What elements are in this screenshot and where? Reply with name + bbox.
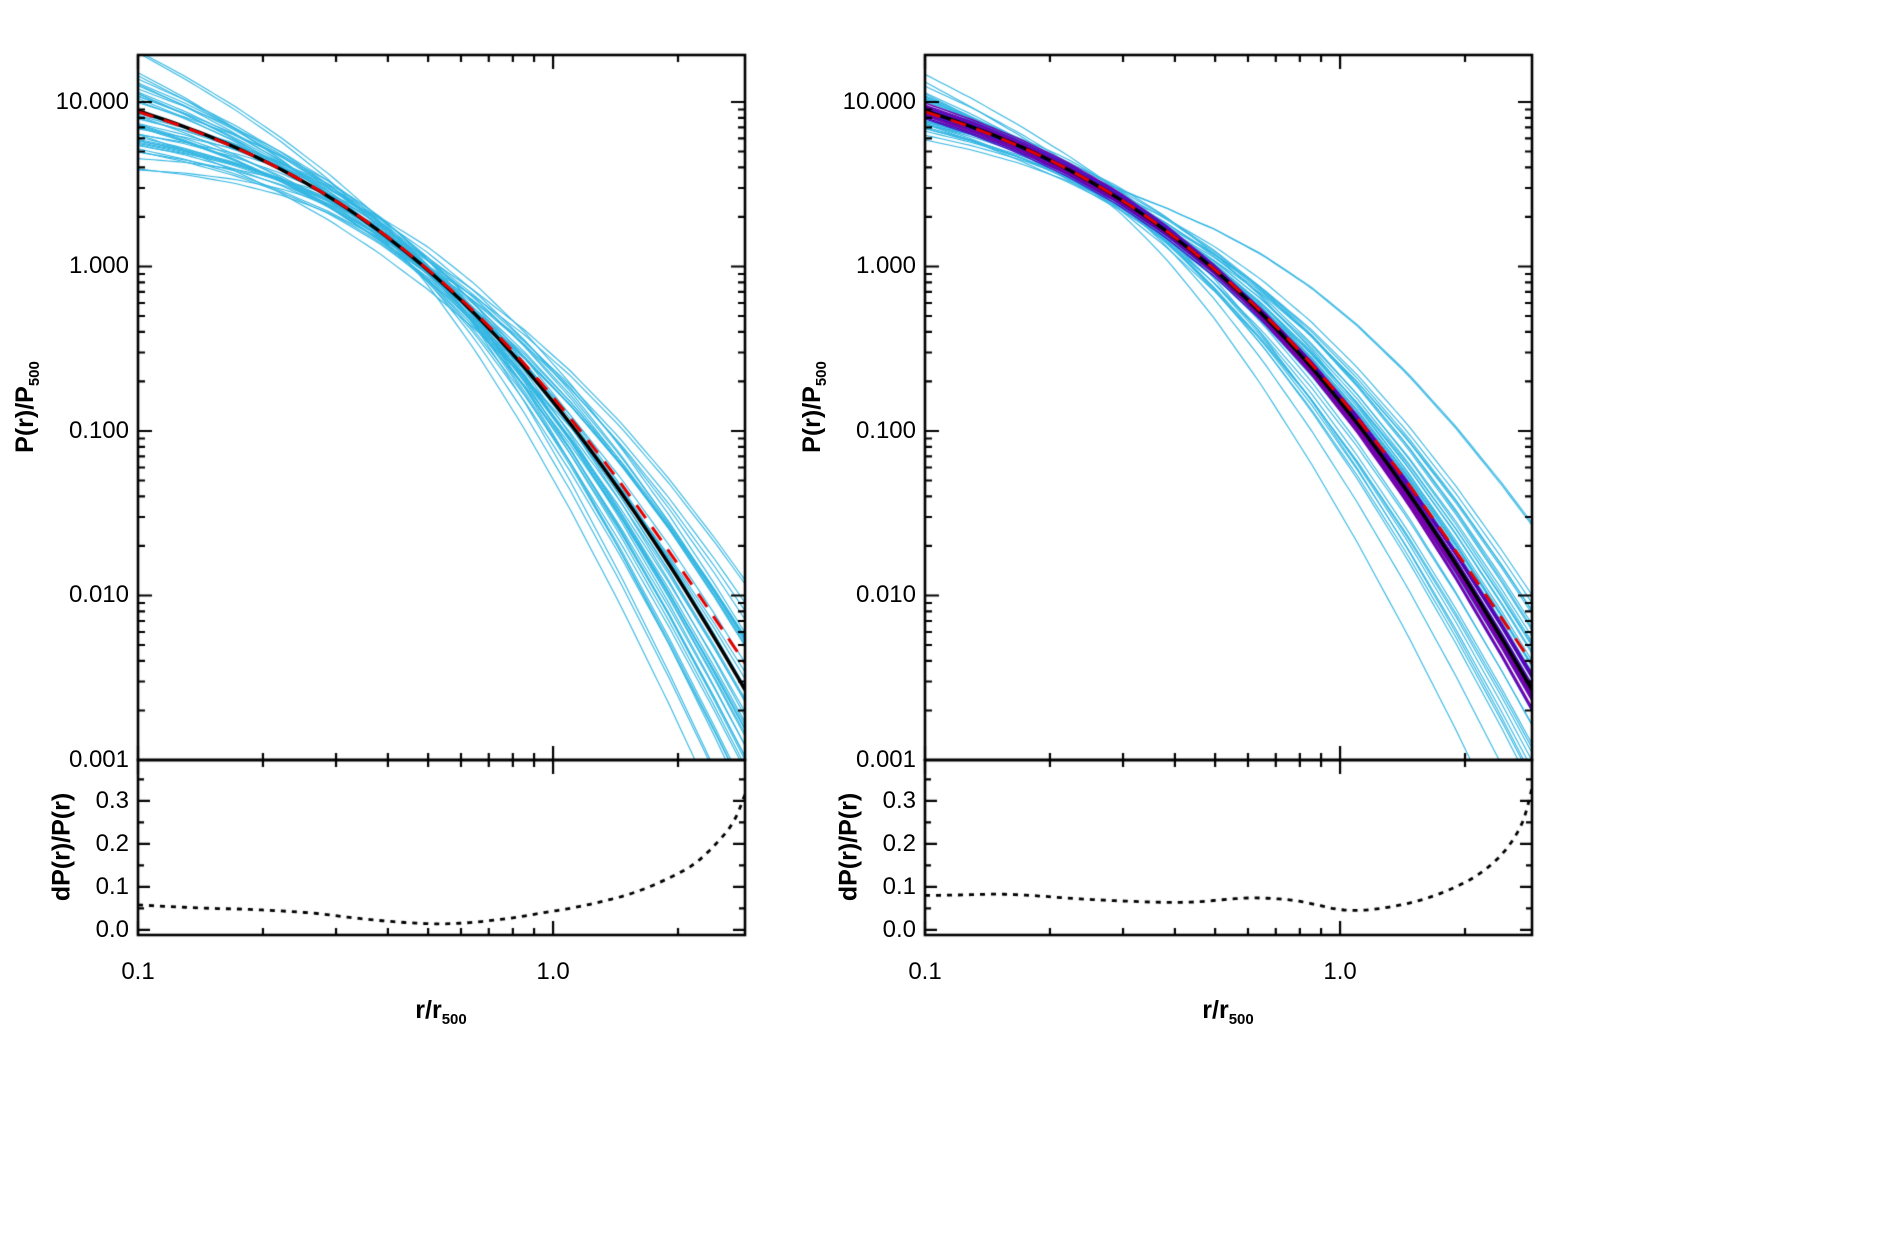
pressure-label-text: P(r)/P [11,386,39,453]
right-pressure-axis-label: P(r)/P500 [798,361,830,453]
x-tick-label: 1.0 [1323,958,1357,985]
y-tick-label: 0.2 [882,829,916,857]
x-tick-label: 0.1 [121,958,155,985]
dispersion-label-text: dP(r)/P(r) [47,792,76,902]
left-dispersion-axis-label: dP(r)/P(r) [48,793,77,901]
pressure-label-subscript: 500 [813,361,830,387]
y-tick-label: 0.010 [68,581,129,609]
y-tick-label: 10.000 [842,87,916,115]
y-tick-label: 0.0 [95,915,129,943]
radius-label-text: r/r [1202,996,1229,1024]
x-tick-label: 0.1 [908,958,942,985]
y-tick-label: 0.3 [95,786,129,814]
y-tick-label: 0.001 [855,746,916,773]
y-tick-label: 0.1 [882,872,916,900]
y-tick-label: 0.1 [95,872,129,900]
right-radius-axis-label: r/r500 [1202,996,1253,1028]
radius-label-subscript: 500 [1228,1011,1254,1028]
y-tick-label: 0.100 [68,416,129,444]
pressure-label-subscript: 500 [26,361,43,387]
y-tick-label: 1.000 [68,252,129,280]
dispersion-label-text: dP(r)/P(r) [834,792,863,902]
left-radius-axis-label: r/r500 [415,996,466,1028]
y-tick-label: 0.0 [882,915,916,943]
y-tick-label: 1.000 [855,252,916,280]
radius-label-subscript: 500 [441,1011,467,1028]
y-tick-label: 0.3 [882,786,916,814]
right-dispersion-axis-label: dP(r)/P(r) [835,793,864,901]
left-pressure-axis-label: P(r)/P500 [11,361,43,453]
y-tick-label: 0.010 [855,581,916,609]
y-tick-label: 0.2 [95,829,129,857]
pressure-label-text: P(r)/P [798,386,826,453]
y-tick-label: 0.001 [68,746,129,773]
radius-label-text: r/r [415,996,442,1024]
y-tick-label: 0.100 [855,416,916,444]
y-tick-label: 10.000 [55,87,129,115]
x-tick-label: 1.0 [536,958,570,985]
